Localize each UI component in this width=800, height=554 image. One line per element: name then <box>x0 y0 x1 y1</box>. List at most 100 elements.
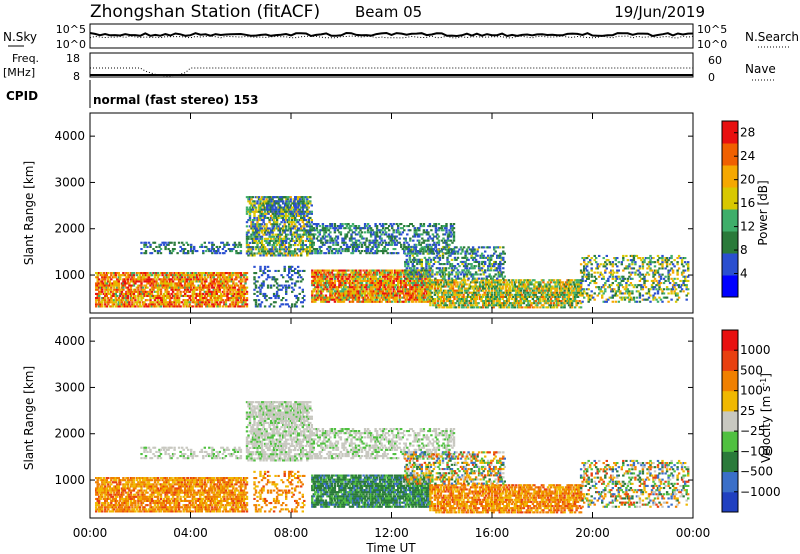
power-cell-1812 <box>277 237 280 240</box>
power-cell-3580 <box>332 243 335 246</box>
power-cell-913 <box>203 278 206 281</box>
power-cell-2324 <box>274 278 277 281</box>
power-cell-4407 <box>472 281 476 284</box>
power-cell-2668 <box>339 292 343 295</box>
power-cell-979 <box>211 276 214 279</box>
power-cell-1506 <box>253 235 256 238</box>
power-cell-2047 <box>295 229 298 232</box>
power-cell-3887 <box>397 229 400 232</box>
power-cell-3632 <box>344 248 347 251</box>
power-cell-297 <box>129 280 133 283</box>
power-cell-3643 <box>345 235 349 238</box>
power-cell-2610 <box>332 282 335 285</box>
power-cell-4950 <box>555 306 559 309</box>
power-cell-198 <box>117 276 120 279</box>
power-cell-743 <box>184 288 187 291</box>
power-cell-1798 <box>275 227 279 230</box>
power-cell-1460 <box>248 202 252 205</box>
power-cell-1994 <box>291 219 294 222</box>
power-cell-2639 <box>336 294 340 297</box>
power-cell-2990 <box>375 294 379 297</box>
power-cell-805 <box>191 297 194 300</box>
power-cell-3742 <box>366 227 370 230</box>
power-cell-1303 <box>161 241 164 244</box>
power-cell-4082 <box>445 225 448 228</box>
power-cell-2473 <box>315 273 318 276</box>
power-cell-1400 <box>233 245 237 248</box>
power-cell-1068 <box>221 282 225 285</box>
power-cell-3035 <box>380 279 383 282</box>
power-cell-3214 <box>400 273 403 276</box>
beam-label: Beam 05 <box>355 3 422 21</box>
power-cell-2905 <box>366 300 370 303</box>
power-cell-1708 <box>268 198 271 201</box>
power-cell-3928 <box>409 239 412 242</box>
power-cell-4139 <box>430 281 434 284</box>
power-cell-959 <box>209 292 212 295</box>
power-cell-2330 <box>275 282 279 285</box>
power-cell-4375 <box>468 291 471 294</box>
power-cell-2170 <box>306 248 309 251</box>
power-cell-2674 <box>339 277 343 280</box>
power-cell-4345 <box>462 279 465 282</box>
power-cell-3325 <box>413 282 416 285</box>
power-cell-4500 <box>488 298 491 301</box>
power-cell-2525 <box>321 277 325 280</box>
power-cell-4450 <box>480 295 483 298</box>
power-cell-3198 <box>398 279 401 282</box>
power-cell-2968 <box>372 273 376 276</box>
power-cell-498 <box>155 294 158 297</box>
power-cell-499 <box>155 290 158 293</box>
power-cell-2269 <box>259 290 262 293</box>
power-cell-551 <box>161 282 164 285</box>
power-cell-4054 <box>439 227 442 230</box>
power-cell-1117 <box>227 284 231 287</box>
power-cell-2933 <box>369 292 373 295</box>
power-cell-2408 <box>298 292 301 295</box>
power-cell-686 <box>176 284 179 287</box>
power-cell-4003 <box>427 231 430 234</box>
power-cell-3530 <box>321 235 325 238</box>
power-cell-4786 <box>528 295 532 298</box>
power-cell-1328 <box>181 241 184 244</box>
power-cell-4774 <box>527 300 530 303</box>
power-cell-2919 <box>368 290 371 293</box>
power-cell-190 <box>117 299 120 302</box>
power-cell-3218 <box>401 296 404 299</box>
power-cell-4374 <box>468 295 471 298</box>
power-cell-1488 <box>251 233 255 236</box>
power-cell-2438 <box>312 300 315 303</box>
power-cell-1277 <box>143 245 146 248</box>
power-cell-384 <box>140 276 143 279</box>
power-cell-3324 <box>413 284 416 287</box>
power-cell-589 <box>165 294 169 297</box>
power-cell-1653 <box>263 210 267 213</box>
power-cell-2176 <box>306 225 309 228</box>
power-cell-1177 <box>235 294 238 297</box>
power-cell-2348 <box>282 276 285 279</box>
power-cell-1301 <box>159 248 163 251</box>
power-cell-1825 <box>277 200 280 203</box>
power-cell-1216 <box>239 290 243 293</box>
power-cell-269 <box>126 290 130 293</box>
power-cell-329 <box>134 301 137 304</box>
power-cell-4117 <box>452 233 456 236</box>
power-cell-4390 <box>471 298 474 301</box>
power-cell-368 <box>138 278 142 281</box>
power-cell-1548 <box>256 223 259 226</box>
power-cell-3089 <box>386 282 389 285</box>
power-cell-3849 <box>389 252 392 255</box>
power-cell-2346 <box>282 297 285 300</box>
power-cell-4213 <box>442 289 446 292</box>
power-cell-967 <box>209 272 212 275</box>
power-cell-1038 <box>218 297 221 300</box>
power-cell-2106 <box>300 219 303 222</box>
power-cell-620 <box>168 284 172 287</box>
power-cell-517 <box>156 282 160 285</box>
power-cell-4240 <box>447 289 450 292</box>
power-cell-3449 <box>427 292 430 295</box>
power-cell-1614 <box>260 204 264 207</box>
power-cell-989 <box>212 286 215 289</box>
power-cell-4675 <box>513 302 516 305</box>
power-cell-3661 <box>350 239 353 242</box>
